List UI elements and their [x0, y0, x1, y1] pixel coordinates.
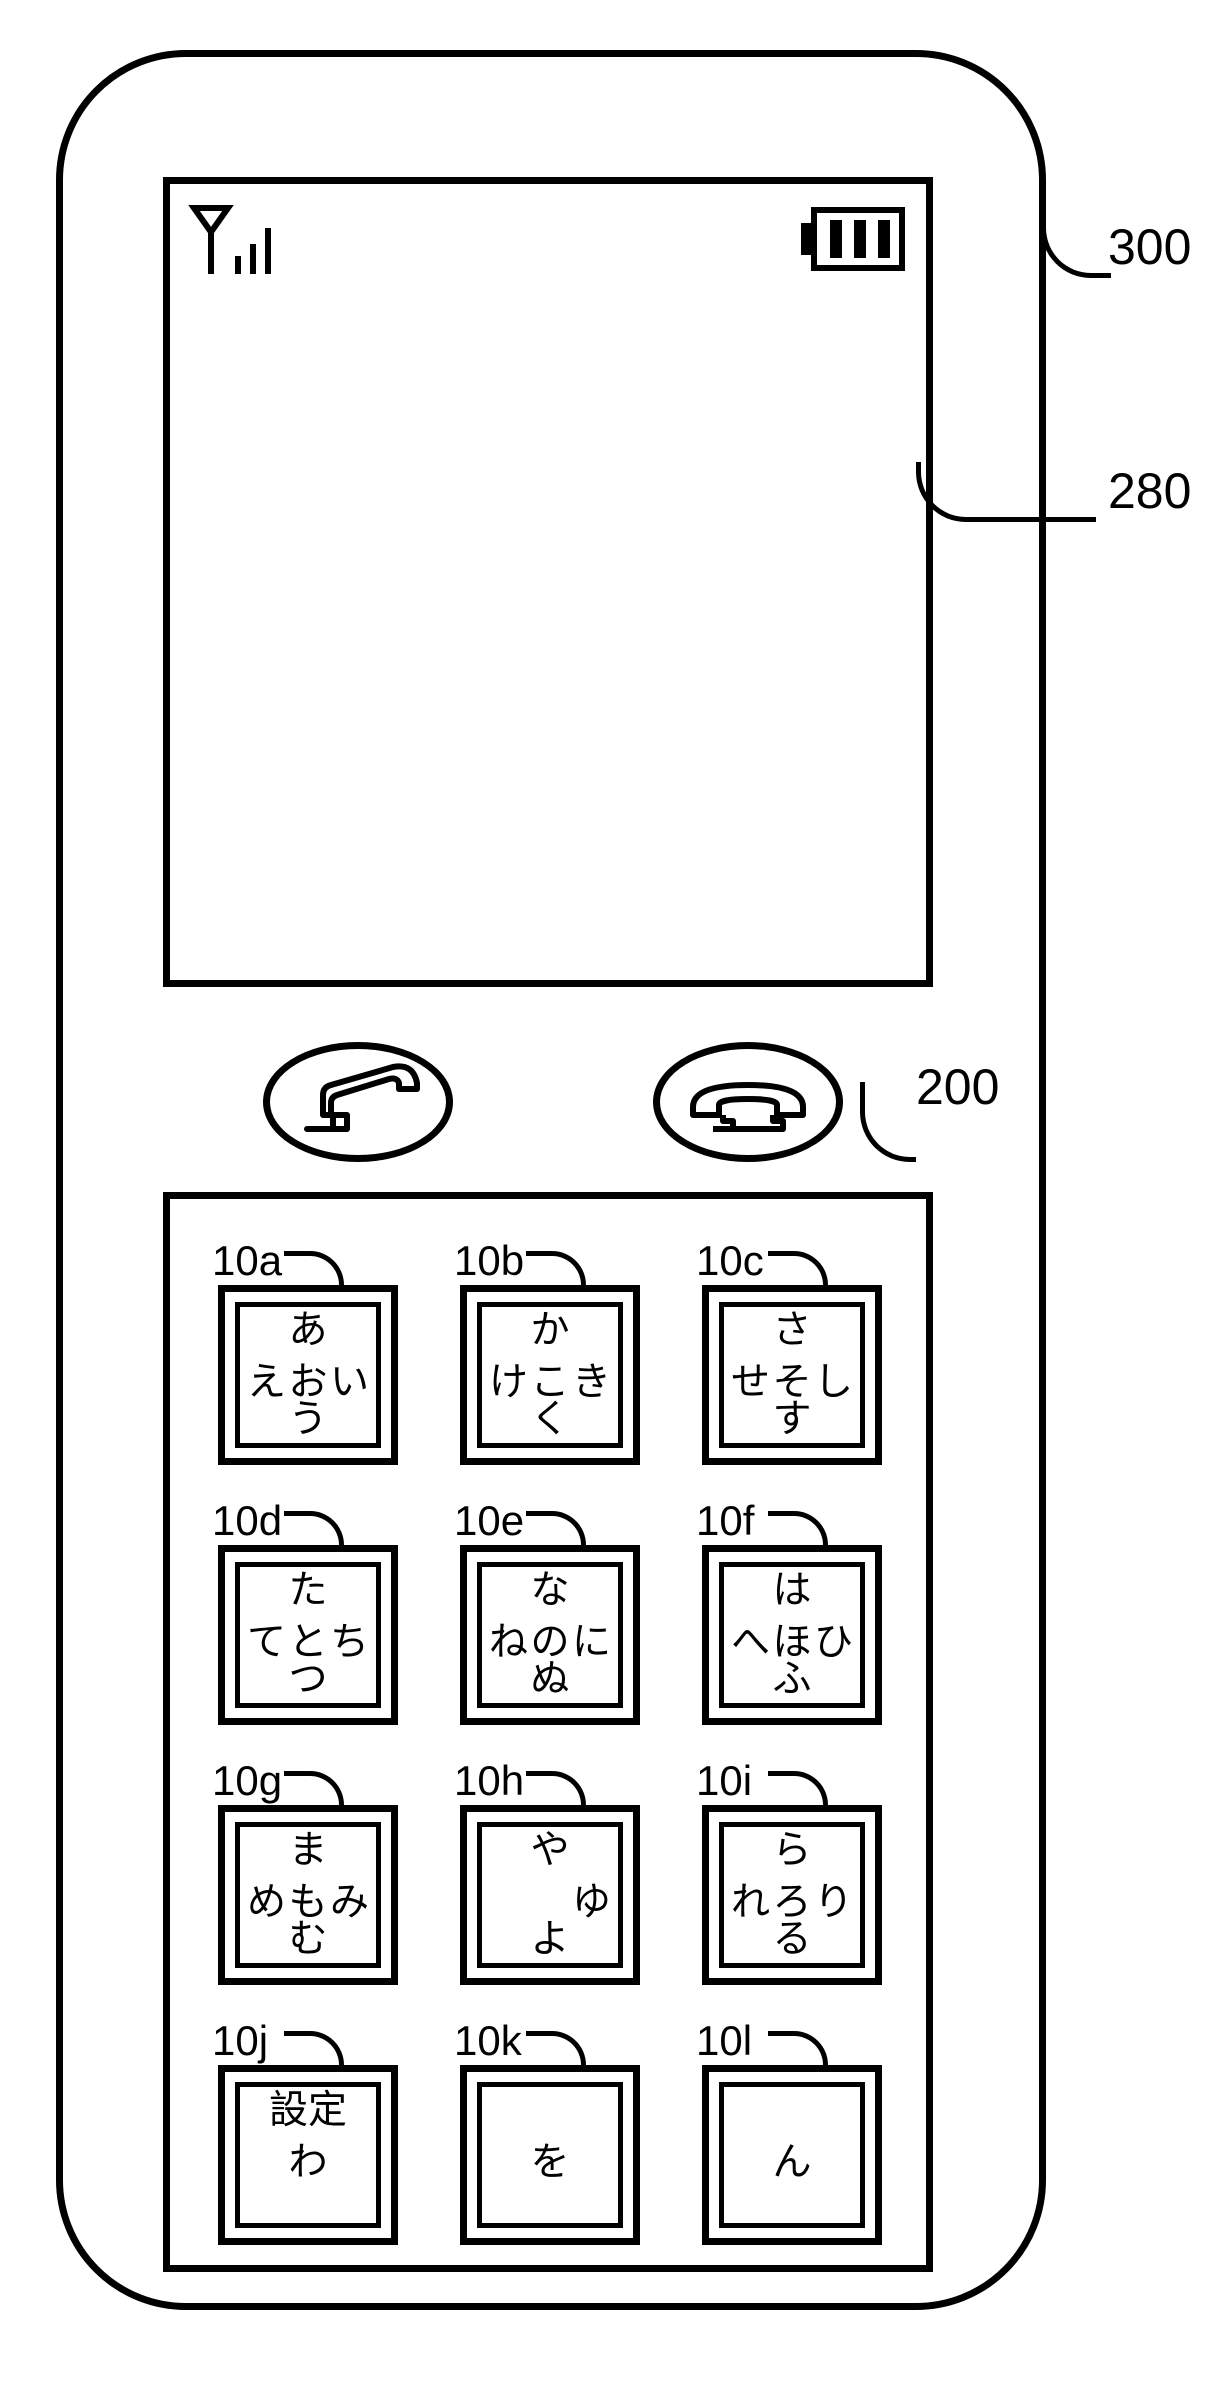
key-ref-label: 10g [212, 1757, 282, 1805]
key-ref-label: 10a [212, 1237, 282, 1285]
key-char: や [467, 1830, 633, 1873]
signal-icon [188, 204, 288, 284]
call-answer-button[interactable] [263, 1042, 453, 1162]
key-ref-label: 10l [696, 2017, 752, 2065]
key-10d[interactable]: たてとちつ [218, 1545, 398, 1725]
battery-icon [798, 204, 908, 279]
key-ref-label: 10c [696, 1237, 764, 1285]
key-char: わ [225, 2142, 391, 2185]
key-char: る [709, 1919, 875, 1962]
key-10c[interactable]: させそしす [702, 1285, 882, 1465]
key-ref-leader [284, 1771, 344, 1805]
key-char: む [225, 1919, 391, 1962]
key-ref-leader [768, 2031, 828, 2065]
key-10h[interactable]: やゆよ [460, 1805, 640, 1985]
call-end-button[interactable] [653, 1042, 843, 1162]
key-ref-label: 10b [454, 1237, 524, 1285]
key-ref-label: 10d [212, 1497, 282, 1545]
ref-leader-screen [916, 462, 1096, 522]
key-ref-label: 10i [696, 1757, 752, 1805]
key-char: つ [225, 1659, 391, 1702]
key-char: ら [709, 1830, 875, 1873]
key-10l[interactable]: ん [702, 2065, 882, 2245]
key-ref-leader [284, 1251, 344, 1285]
key-char: ぬ [467, 1659, 633, 1702]
key-char: よ [467, 1919, 633, 1962]
key-ref-label: 10h [454, 1757, 524, 1805]
key-char: な [467, 1570, 633, 1613]
key-ref-leader [768, 1771, 828, 1805]
key-ref-leader [768, 1251, 828, 1285]
key-ref-leader [284, 1511, 344, 1545]
key-char: を [467, 2142, 633, 2185]
key-char: く [467, 1399, 633, 1442]
key-char: ん [709, 2142, 875, 2185]
key-char: う [225, 1399, 391, 1442]
key-char: ふ [709, 1659, 875, 1702]
key-ref-label: 10e [454, 1497, 524, 1545]
key-10a[interactable]: あえおいう [218, 1285, 398, 1465]
ref-label-phone: 300 [1108, 218, 1191, 276]
key-char: あ [225, 1310, 391, 1353]
key-char: か [467, 1310, 633, 1353]
key-ref-leader [526, 1251, 586, 1285]
key-char: す [709, 1399, 875, 1442]
ref-label-keypad: 200 [916, 1058, 999, 1116]
key-ref-label: 10f [696, 1497, 754, 1545]
key-char: さ [709, 1310, 875, 1353]
screen [163, 177, 933, 987]
key-ref-leader [284, 2031, 344, 2065]
ref-leader-phone [1041, 218, 1111, 278]
key-ref-leader [768, 1511, 828, 1545]
key-char: 設定 [225, 2090, 391, 2133]
status-bar [170, 198, 926, 278]
key-ref-leader [526, 1771, 586, 1805]
key-10k[interactable]: を [460, 2065, 640, 2245]
key-char: た [225, 1570, 391, 1613]
key-char: ま [225, 1830, 391, 1873]
key-10b[interactable]: かけこきく [460, 1285, 640, 1465]
key-10e[interactable]: なねのにぬ [460, 1545, 640, 1725]
phone-body: 10aあえおいう 10bかけこきく 10cさせそしす 10dたてとちつ 10eなねのにぬ… [56, 50, 1046, 2310]
key-ref-label: 10k [454, 2017, 522, 2065]
key-ref-label: 10j [212, 2017, 268, 2065]
key-char: は [709, 1570, 875, 1613]
keypad: 10aあえおいう 10bかけこきく 10cさせそしす 10dたてとちつ 10eなねのにぬ… [163, 1192, 933, 2272]
key-10j[interactable]: 設定わ [218, 2065, 398, 2245]
key-ref-leader [526, 1511, 586, 1545]
key-10i[interactable]: られろりる [702, 1805, 882, 1985]
key-ref-leader [526, 2031, 586, 2065]
key-10g[interactable]: まめもみむ [218, 1805, 398, 1985]
ref-label-screen: 280 [1108, 462, 1191, 520]
key-10f[interactable]: はへほひふ [702, 1545, 882, 1725]
